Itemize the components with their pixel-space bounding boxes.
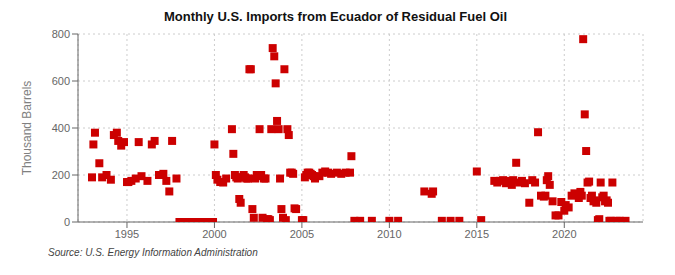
svg-text:200: 200 — [52, 169, 70, 181]
svg-text:0: 0 — [64, 216, 70, 228]
svg-text:1995: 1995 — [115, 228, 139, 240]
svg-text:2020: 2020 — [552, 228, 576, 240]
svg-text:400: 400 — [52, 122, 70, 134]
html-text:Monthly U.S. Imports from Ecua: Monthly U.S. Imports from Ecuador of Res… — [164, 9, 507, 24]
svg-text:2010: 2010 — [377, 228, 401, 240]
svg-text:2000: 2000 — [202, 228, 226, 240]
svg-text:2005: 2005 — [290, 228, 314, 240]
svg-text:Thousand Barrels: Thousand Barrels — [20, 81, 34, 176]
svg-text:600: 600 — [52, 75, 70, 87]
html-text:Source: U.S. Energy Informatio: Source: U.S. Energy Information Administ… — [48, 247, 258, 258]
svg-text:2015: 2015 — [465, 228, 489, 240]
svg-text:800: 800 — [52, 28, 70, 40]
